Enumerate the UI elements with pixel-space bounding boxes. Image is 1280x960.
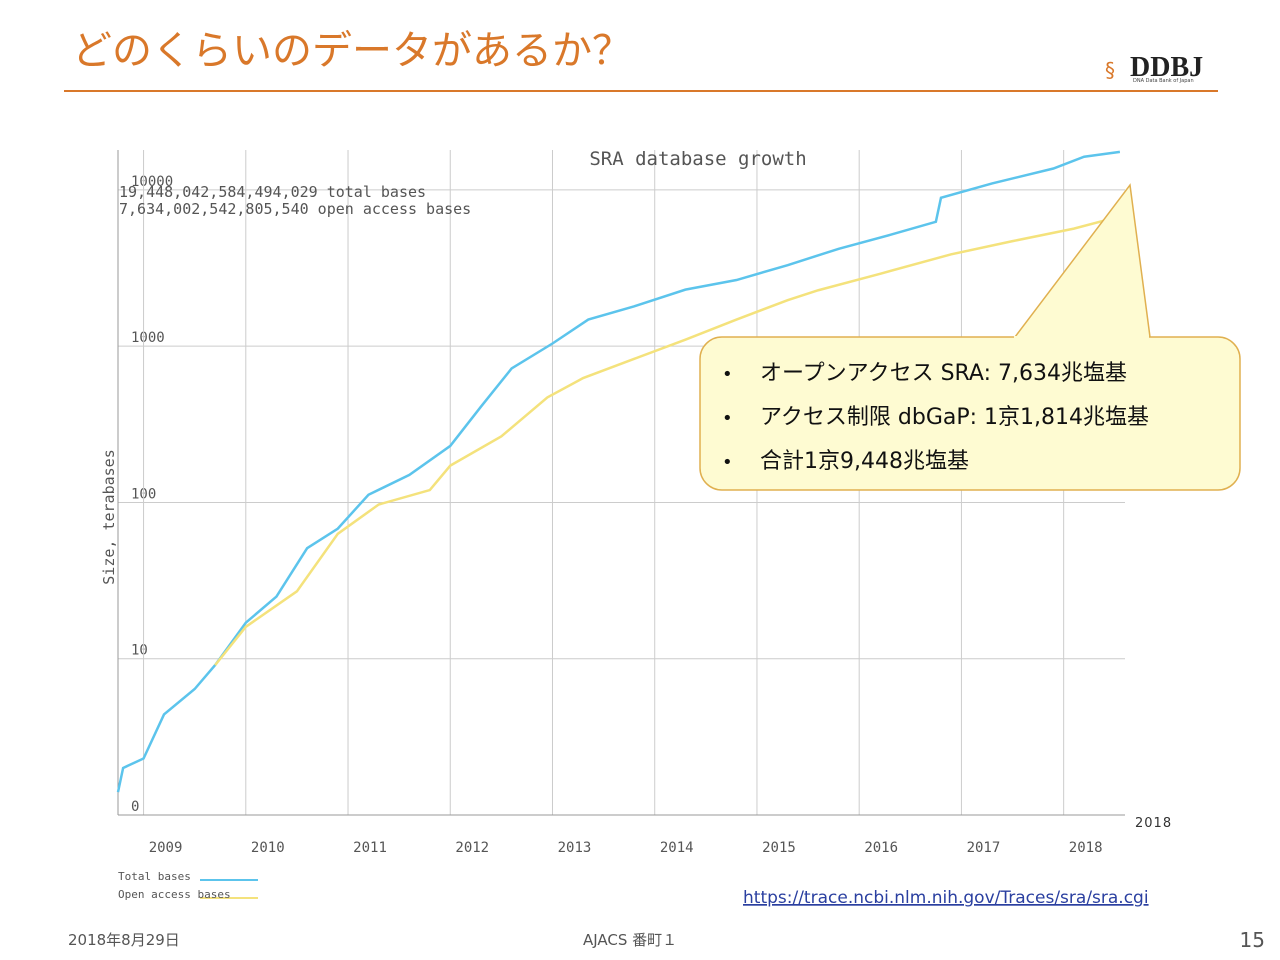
y-tick-label: 10 — [131, 643, 148, 659]
series-line — [214, 216, 1116, 666]
date: 2018年8月29日 — [68, 931, 180, 949]
source-link[interactable]: https://trace.ncbi.nlm.nih.gov/Traces/sr… — [743, 888, 1149, 908]
callout-joint — [1014, 336, 1149, 340]
callout-box — [699, 336, 1241, 491]
callout-item: アクセス制限 dbGaP: 1京1,814兆塩基 — [760, 405, 1149, 430]
annotation: 7,634,002,542,805,540 open access bases — [119, 200, 471, 218]
x-tick-label: 2013 — [558, 840, 592, 856]
x-tick-label: 2017 — [967, 840, 1001, 856]
legend-label: Open access bases — [118, 888, 231, 901]
x-tick-label: 2010 — [251, 840, 285, 856]
bullet: • — [722, 408, 733, 429]
y-tick-label: 10000 — [131, 174, 173, 190]
series-line — [116, 150, 1121, 793]
year-note: 2018 — [1135, 816, 1172, 831]
bullet: • — [722, 452, 733, 473]
logo: DDBJ — [1130, 52, 1203, 83]
x-tick-label: 2011 — [353, 840, 387, 856]
logo-sub: DNA Data Bank of Japan — [1133, 78, 1194, 84]
chart-title: SRA database growth — [589, 148, 806, 170]
x-tick-label: 2009 — [149, 840, 183, 856]
page-number: 15 — [1240, 928, 1265, 952]
x-tick-label: 2018 — [1069, 840, 1103, 856]
x-tick-label: 2016 — [864, 840, 898, 856]
y-axis-label: Size, terabases — [100, 449, 118, 584]
legend-label: Total bases — [118, 870, 191, 883]
y-tick-label: 0 — [131, 799, 139, 815]
callout-item: オープンアクセス SRA: 7,634兆塩基 — [760, 361, 1127, 386]
callout-list: • オープンアクセス SRA: 7,634兆塩基 • アクセス制限 dbGaP: 1京… — [722, 361, 1149, 474]
x-tick-label: 2014 — [660, 840, 694, 856]
y-tick-label: 1000 — [131, 330, 165, 346]
x-tick-label: 2015 — [762, 840, 796, 856]
logo-mark: § — [1105, 58, 1115, 82]
footer: AJACS 番町１ — [583, 931, 677, 949]
slide-title: どのくらいのデータがあるか？ — [72, 28, 632, 74]
callout-pointer — [1014, 183, 1151, 338]
bullet: • — [722, 364, 733, 385]
annotation: 19,448,042,584,494,029 total bases — [119, 183, 426, 201]
x-tick-label: 2012 — [455, 840, 489, 856]
callout-item: 合計1京9,448兆塩基 — [760, 449, 969, 474]
